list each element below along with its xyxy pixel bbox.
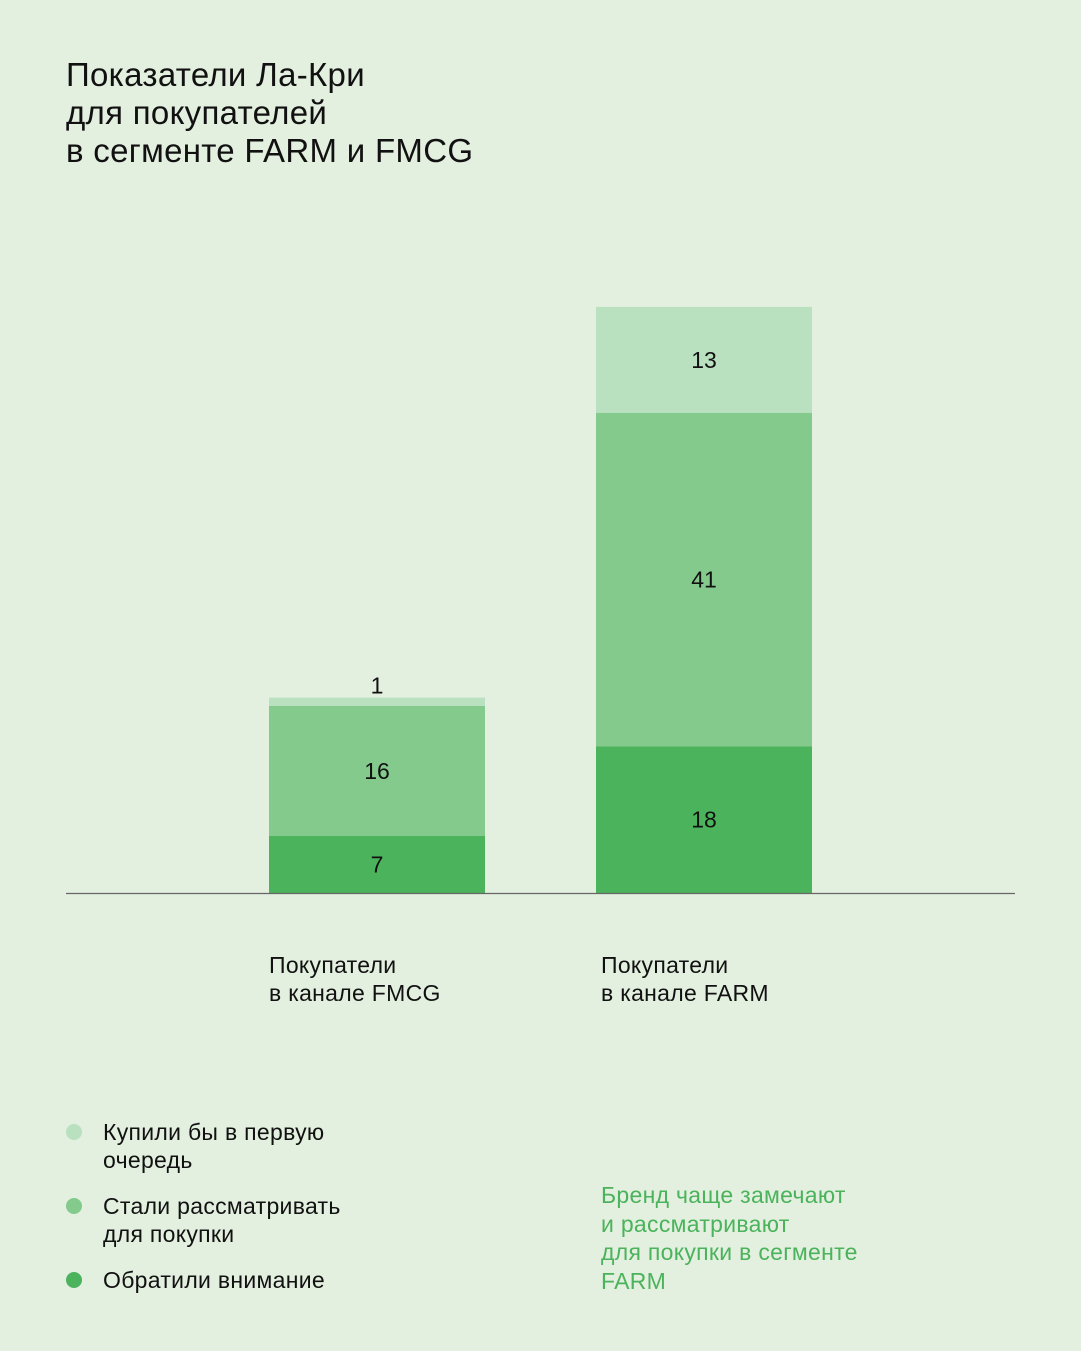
legend-label-attention-line-1: Обратили внимание: [103, 1267, 325, 1293]
bar-fmcg-would-buy: [269, 697, 485, 706]
legend-label-considered-line-2: для покупки: [103, 1221, 235, 1247]
insight-note: Бренд чаще замечают и рассматривают для …: [601, 1181, 858, 1295]
insight-note-line-3: для покупки в сегменте: [601, 1239, 858, 1265]
insight-note-line-1: Бренд чаще замечают: [601, 1182, 846, 1208]
bar-farm-considered: [596, 412, 812, 747]
data-label-fmcg-would-buy: 1: [371, 673, 384, 699]
data-label-farm-would-buy: 13: [691, 347, 717, 373]
bar-farm-attention: [596, 746, 812, 893]
category-label-fmcg: Покупатели в канале FMCG: [269, 951, 441, 1007]
category-label-farm-line-1: Покупатели: [601, 952, 729, 978]
legend-dot-attention: [66, 1272, 82, 1288]
legend-label-would-buy-line-2: очередь: [103, 1147, 193, 1173]
category-label-farm-line-2: в канале FARM: [601, 980, 769, 1006]
bar-fmcg-attention: [269, 836, 485, 893]
legend-item-attention: Обратили внимание: [66, 1266, 341, 1294]
data-label-farm-attention: 18: [691, 807, 717, 833]
legend-item-would-buy: Купили бы в первую очередь: [66, 1118, 341, 1174]
legend: Купили бы в первую очередь Стали рассмат…: [66, 1118, 341, 1312]
bar-fmcg-considered: [269, 705, 485, 837]
category-label-farm: Покупатели в канале FARM: [601, 951, 769, 1007]
insight-note-line-4: FARM: [601, 1267, 667, 1294]
data-label-fmcg-considered: 16: [364, 758, 390, 784]
legend-label-considered-line-1: Стали рассматривать: [103, 1193, 341, 1219]
data-label-farm-considered: 41: [691, 567, 717, 593]
chart-title: Показатели Ла-Кри для покупателей в сегм…: [66, 56, 473, 170]
insight-note-line-2: и рассматривают: [601, 1210, 790, 1237]
data-label-fmcg-attention: 7: [371, 852, 384, 878]
legend-item-considered: Стали рассматривать для покупки: [66, 1192, 341, 1248]
chart-title-line-2: для покупателей: [66, 94, 328, 131]
chart-title-line-1: Показатели Ла-Кри: [66, 56, 365, 93]
legend-dot-considered: [66, 1198, 82, 1214]
legend-dot-would-buy: [66, 1124, 82, 1140]
category-label-fmcg-line-2: в канале FMCG: [269, 980, 441, 1006]
category-label-fmcg-line-1: Покупатели: [269, 952, 397, 978]
legend-label-would-buy-line-1: Купили бы в первую: [103, 1119, 325, 1145]
chart-title-line-3: в сегменте FARM и FMCG: [66, 132, 474, 169]
bar-farm-would-buy: [596, 306, 812, 413]
